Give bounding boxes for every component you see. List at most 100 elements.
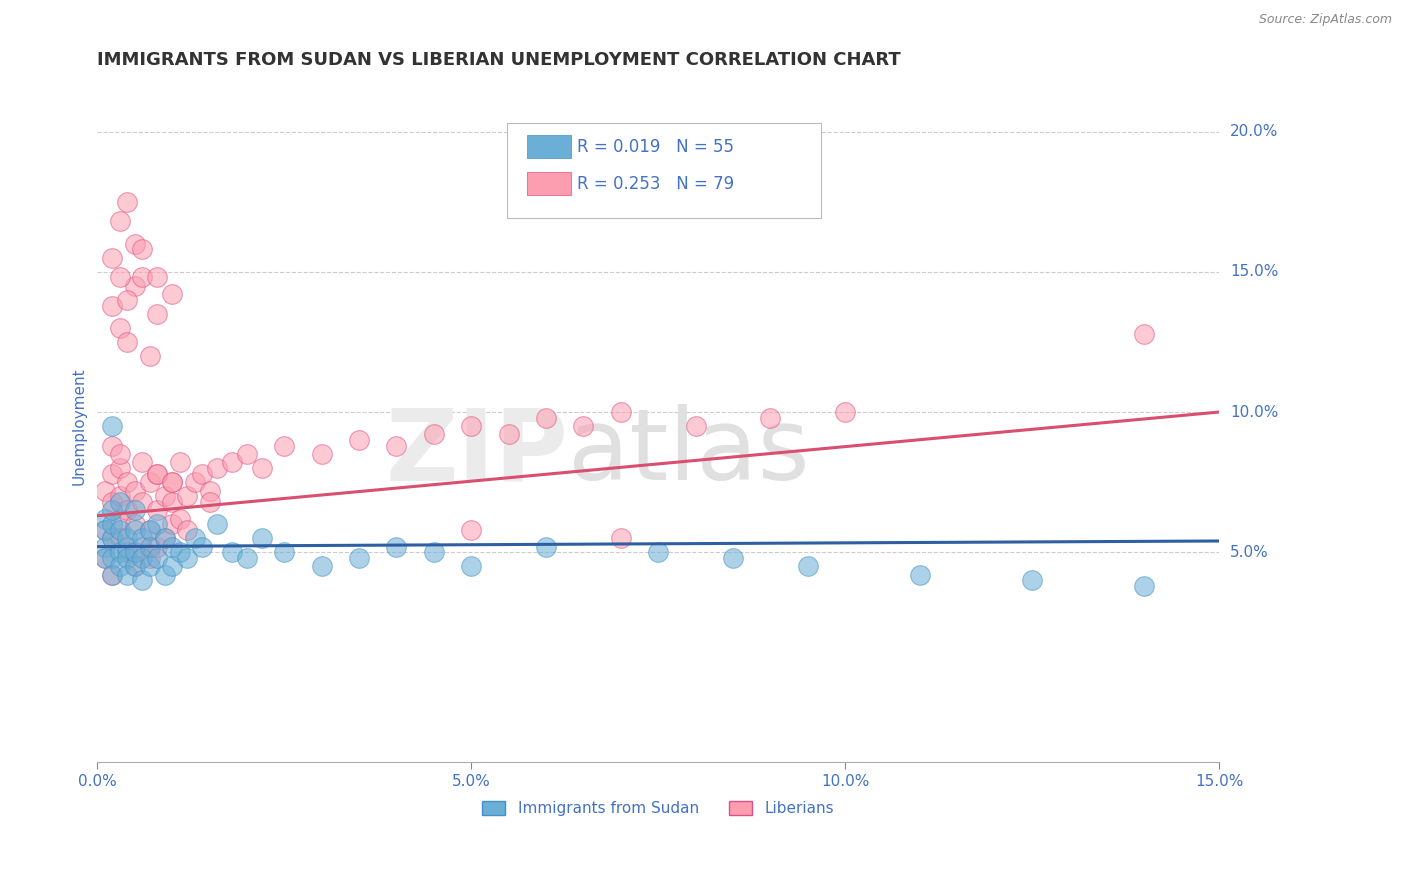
Point xyxy=(138,523,160,537)
Point xyxy=(160,540,183,554)
FancyBboxPatch shape xyxy=(506,123,821,218)
Text: 15.0%: 15.0% xyxy=(1230,264,1278,279)
Point xyxy=(131,494,153,508)
Point xyxy=(534,410,557,425)
Point xyxy=(236,447,259,461)
Point xyxy=(101,567,124,582)
Point xyxy=(146,503,169,517)
Point xyxy=(101,299,124,313)
Point xyxy=(834,405,856,419)
Point xyxy=(124,503,146,517)
Point xyxy=(685,419,707,434)
Text: 20.0%: 20.0% xyxy=(1230,124,1278,139)
Point xyxy=(205,461,228,475)
Point xyxy=(908,567,931,582)
Point xyxy=(108,321,131,335)
Point xyxy=(117,503,139,517)
Point xyxy=(160,559,183,574)
Point xyxy=(160,475,183,489)
Point xyxy=(108,511,131,525)
Point xyxy=(146,540,169,554)
Point xyxy=(124,279,146,293)
Point xyxy=(221,545,243,559)
Point xyxy=(146,467,169,481)
Point xyxy=(160,517,183,532)
Point xyxy=(117,475,139,489)
Point xyxy=(117,545,139,559)
Point xyxy=(117,567,139,582)
Point xyxy=(124,236,146,251)
Point xyxy=(460,559,482,574)
Point xyxy=(138,540,160,554)
Point xyxy=(101,531,124,545)
Point xyxy=(176,523,198,537)
Point xyxy=(347,550,370,565)
Point xyxy=(108,270,131,285)
Point xyxy=(610,405,633,419)
Point xyxy=(101,567,124,582)
Point xyxy=(124,545,146,559)
Point xyxy=(131,455,153,469)
Point xyxy=(101,531,124,545)
Text: ZIP: ZIP xyxy=(385,404,568,501)
Point xyxy=(250,461,273,475)
Y-axis label: Unemployment: Unemployment xyxy=(72,368,86,485)
Point xyxy=(101,494,124,508)
Point xyxy=(169,545,191,559)
Point xyxy=(131,573,153,587)
Text: 10.0%: 10.0% xyxy=(1230,405,1278,419)
Point xyxy=(250,531,273,545)
Point xyxy=(385,540,408,554)
Point xyxy=(101,550,124,565)
Point xyxy=(610,531,633,545)
Point xyxy=(138,475,160,489)
Point xyxy=(138,559,160,574)
Point xyxy=(108,559,131,574)
Point xyxy=(347,433,370,447)
Point xyxy=(460,419,482,434)
Point xyxy=(146,467,169,481)
Point xyxy=(183,531,205,545)
Point xyxy=(117,550,139,565)
Point xyxy=(108,461,131,475)
Point xyxy=(176,550,198,565)
Point xyxy=(146,550,169,565)
Point xyxy=(153,567,176,582)
Point xyxy=(273,439,295,453)
Point xyxy=(198,494,221,508)
Point xyxy=(160,494,183,508)
Point xyxy=(94,523,117,537)
Point xyxy=(108,447,131,461)
Point xyxy=(131,270,153,285)
Point xyxy=(759,410,782,425)
Point xyxy=(647,545,669,559)
Text: R = 0.253   N = 79: R = 0.253 N = 79 xyxy=(578,175,734,193)
Point xyxy=(169,455,191,469)
Point xyxy=(385,439,408,453)
FancyBboxPatch shape xyxy=(527,136,571,158)
Point xyxy=(94,523,117,537)
FancyBboxPatch shape xyxy=(527,172,571,195)
Point xyxy=(236,550,259,565)
Point xyxy=(117,334,139,349)
Point xyxy=(108,531,131,545)
Point xyxy=(273,545,295,559)
Point xyxy=(101,467,124,481)
Point xyxy=(1021,573,1043,587)
Point xyxy=(101,503,124,517)
Point xyxy=(138,523,160,537)
Text: R = 0.019   N = 55: R = 0.019 N = 55 xyxy=(578,138,734,156)
Text: Source: ZipAtlas.com: Source: ZipAtlas.com xyxy=(1258,13,1392,27)
Point xyxy=(311,559,333,574)
Point xyxy=(572,419,595,434)
Point xyxy=(108,489,131,503)
Point xyxy=(160,475,183,489)
Point xyxy=(460,523,482,537)
Point xyxy=(124,559,146,574)
Point xyxy=(101,251,124,265)
Point xyxy=(176,489,198,503)
Point xyxy=(721,550,744,565)
Point xyxy=(1133,579,1156,593)
Point xyxy=(153,489,176,503)
Text: atlas: atlas xyxy=(568,404,810,501)
